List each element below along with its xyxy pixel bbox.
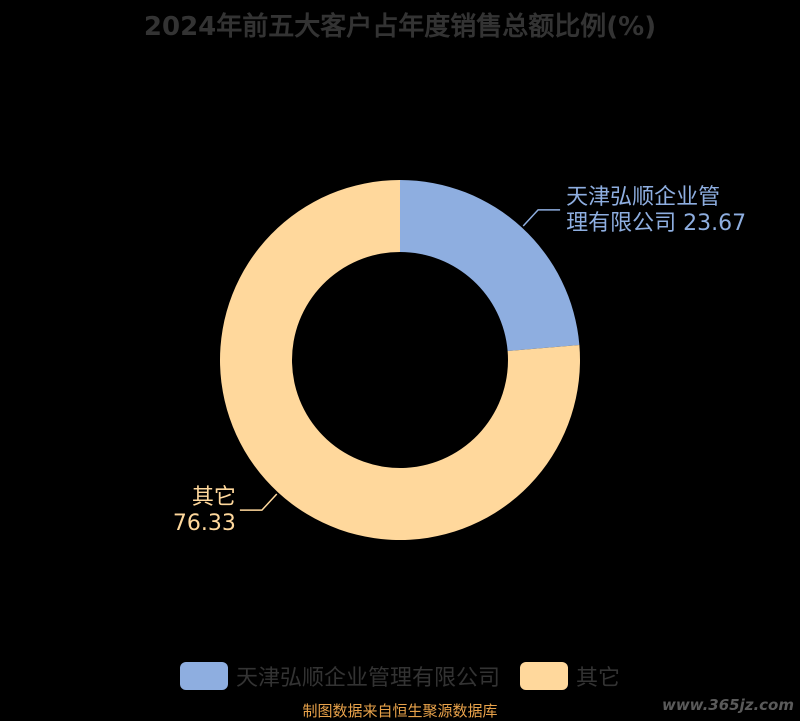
leader-line-tianjin [522,209,561,227]
legend-item-other[interactable]: 其它 [520,660,620,692]
legend-swatch-tianjin [179,662,228,690]
legend: 天津弘顺企业管理有限公司 其它 [0,660,800,692]
watermark: www.365jz.com [661,696,794,714]
data-label-other: 其它 76.33 [173,485,236,536]
chart-title: 2024年前五大客户占年度销售总额比例(%) [143,12,657,42]
pie-slice-tianjin[interactable] [400,180,580,351]
legend-label-other: 其它 [576,666,621,691]
pie-slice-other[interactable] [220,180,580,540]
data-label-tianjin: 天津弘顺企业管理有限公司 23.67 [566,185,746,236]
legend-swatch-other [520,662,568,690]
leader-line-other [239,493,278,511]
legend-label-tianjin: 天津弘顺企业管理有限公司 [235,666,500,691]
source-note: 制图数据来自恒生聚源数据库 [302,702,498,720]
legend-item-tianjin[interactable]: 天津弘顺企业管理有限公司 [179,660,500,692]
